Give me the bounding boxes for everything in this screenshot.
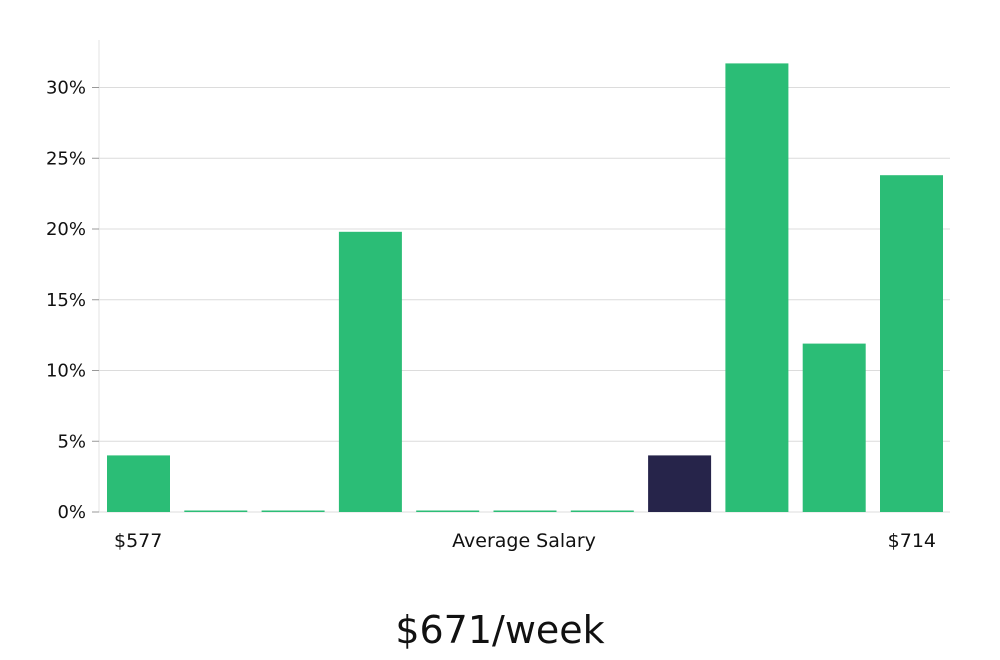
bar-4	[416, 510, 480, 512]
x-min-label: $577	[114, 530, 162, 552]
bar-1	[184, 510, 248, 512]
bar-2	[261, 510, 325, 512]
bar-highlighted	[648, 455, 712, 512]
bars	[107, 63, 943, 513]
y-tick-label-10: 10%	[46, 361, 86, 382]
average-salary-headline: $671/week	[395, 608, 605, 652]
bar-0	[107, 455, 170, 512]
bar-8	[725, 63, 789, 513]
bar-6	[570, 510, 634, 512]
bar-10	[880, 175, 943, 512]
bar-3	[338, 231, 402, 513]
y-tick-label-5: 5%	[57, 431, 86, 452]
y-tick-label-15: 15%	[46, 290, 86, 311]
bar-5	[493, 510, 557, 512]
x-max-label: $714	[888, 530, 936, 552]
bar-9	[802, 343, 866, 512]
y-tick-labels: 0% 5% 10% 15% 20% 25% 30%	[46, 78, 99, 523]
x-axis-title: Average Salary	[452, 530, 596, 552]
y-tick-label-30: 30%	[46, 78, 86, 99]
salary-histogram: 0%5%10%15%20%25%30% $577 Average Salary …	[46, 40, 950, 552]
y-tick-label-20: 20%	[46, 219, 86, 240]
y-tick-label-0: 0%	[57, 502, 86, 523]
grid-lines	[99, 87, 950, 513]
y-tick-label-25: 25%	[46, 148, 86, 169]
